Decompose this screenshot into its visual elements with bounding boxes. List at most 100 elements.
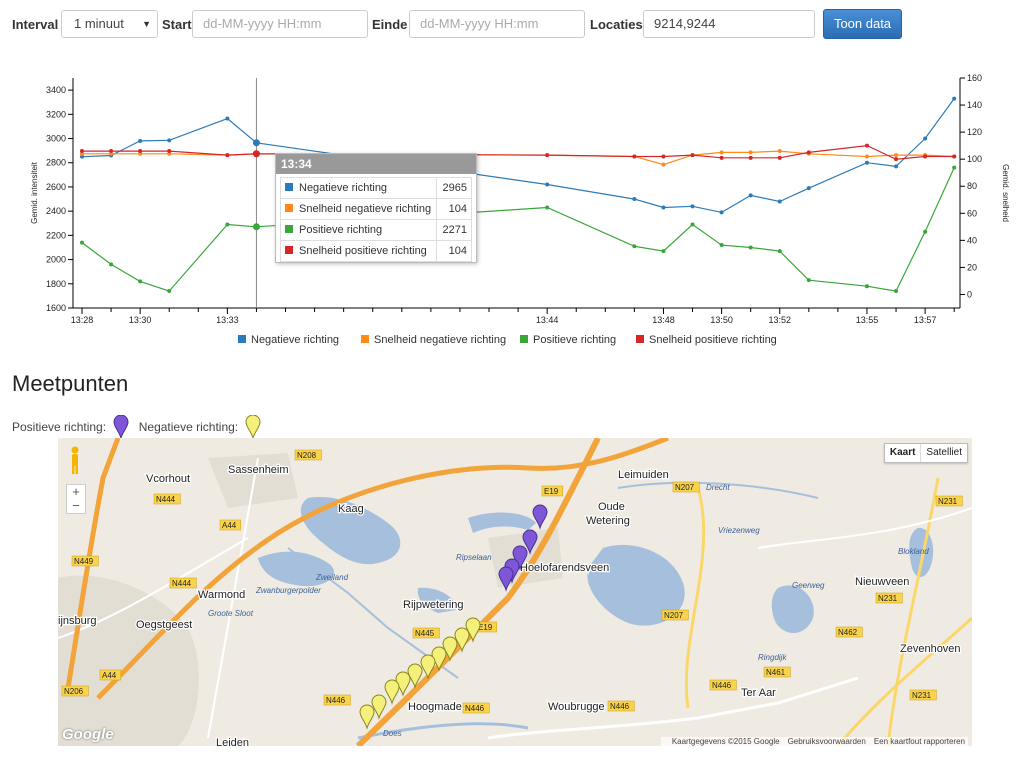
y-tick-label-left: 2400 xyxy=(46,206,66,216)
filter-form: Interval 1 minuut ▼ Start dd-MM-yyyy HH:… xyxy=(0,0,1024,46)
purple-pin-icon[interactable] xyxy=(532,504,548,530)
data-point xyxy=(632,154,637,159)
road-label: A44 xyxy=(222,521,237,530)
road-label: N207 xyxy=(664,611,684,620)
data-point xyxy=(719,243,724,248)
map-minor-label: Does xyxy=(383,729,402,738)
y-tick-label-right: 20 xyxy=(967,262,977,272)
y-tick-label-left: 3200 xyxy=(46,109,66,119)
map-type-kaart-button[interactable]: Kaart xyxy=(885,444,922,462)
road-label: N461 xyxy=(766,668,786,677)
road-shield xyxy=(909,689,937,701)
data-point xyxy=(952,96,957,101)
tooltip-row-value: 2965 xyxy=(436,177,472,199)
purple-pin-icon[interactable] xyxy=(522,529,538,555)
legend-item-positieve[interactable]: Positieve richting xyxy=(520,334,616,346)
negative-legend-label: Negatieve richting: xyxy=(138,420,239,434)
legend-label: Snelheid negatieve richting xyxy=(374,334,507,346)
map-view[interactable]: Vcorhout Sassenheim Leimuiden Oude Wetering K… xyxy=(58,438,972,746)
yellow-pin-icon[interactable] xyxy=(371,694,387,720)
yellow-pin-icon[interactable] xyxy=(407,663,423,689)
attribution-text: Kaartgegevens ©2015 Google xyxy=(671,737,780,746)
road-label: N444 xyxy=(156,495,176,504)
tooltip-time: 13:34 xyxy=(276,154,476,174)
data-point xyxy=(952,154,957,159)
chart-legend: Negatieve richting Snelheid negatieve ri… xyxy=(0,334,1024,350)
legend-item-snelheid-positieve[interactable]: Snelheid positieve richting xyxy=(636,334,777,346)
caret-down-icon: ▼ xyxy=(142,19,151,29)
data-point xyxy=(894,164,899,169)
road-label: N444 xyxy=(172,579,192,588)
zoom-out-button[interactable]: − xyxy=(72,498,80,513)
data-point xyxy=(748,150,753,155)
map-type-control: Kaart Satelliet xyxy=(883,443,968,463)
legend-swatch-icon xyxy=(520,335,528,343)
road-shield xyxy=(672,481,700,493)
zoom-in-button[interactable]: + xyxy=(72,484,80,499)
series-line-1 xyxy=(82,150,955,166)
yellow-pin-icon[interactable] xyxy=(359,704,375,730)
yellow-pin-icon[interactable] xyxy=(454,627,470,653)
map-minor-label: Zweiland xyxy=(315,573,349,582)
data-point xyxy=(894,289,899,294)
y-axis-label-right: Gemid. snelheid xyxy=(1001,164,1010,222)
map-canvas[interactable]: Vcorhout Sassenheim Leimuiden Oude Wetering K… xyxy=(58,438,972,746)
zoom-control: + − xyxy=(66,484,86,514)
data-point xyxy=(632,197,637,202)
map-type-satelliet-button[interactable]: Satelliet xyxy=(926,447,962,458)
terms-link[interactable]: Gebruiksvoorwaarden xyxy=(787,737,866,746)
road-label: N446 xyxy=(465,704,485,713)
data-point xyxy=(167,289,172,294)
data-point xyxy=(225,116,230,121)
data-point xyxy=(923,136,928,141)
legend-swatch-icon xyxy=(285,183,293,191)
map-place-label: ijnsburg xyxy=(58,615,97,627)
data-point xyxy=(138,279,143,284)
tooltip-row-label: Positieve richting xyxy=(299,224,383,236)
interval-select[interactable]: 1 minuut ▼ xyxy=(61,10,158,38)
yellow-pin-icon[interactable] xyxy=(384,679,400,705)
map-minor-label: Drecht xyxy=(706,483,730,492)
tooltip-row-value: 104 xyxy=(436,198,472,220)
map-place-label: Hoogmade xyxy=(408,701,462,713)
road-shield xyxy=(219,519,242,531)
x-tick-label: 13:48 xyxy=(652,315,675,325)
legend-item-negatieve[interactable]: Negatieve richting xyxy=(238,334,339,346)
yellow-pin-icon[interactable] xyxy=(420,654,436,680)
road-shield xyxy=(875,592,903,604)
data-point xyxy=(719,210,724,215)
road-label: N446 xyxy=(610,702,630,711)
legend-label: Negatieve richting xyxy=(251,334,340,346)
y-tick-label-right: 40 xyxy=(967,235,977,245)
y-tick-label-left: 2200 xyxy=(46,230,66,240)
legend-item-snelheid-negatieve[interactable]: Snelheid negatieve richting xyxy=(361,334,506,346)
data-point xyxy=(864,143,869,148)
tooltip-row: Snelheid positieve richting 104 xyxy=(280,240,472,262)
map-place-label: Leimuiden xyxy=(618,469,669,481)
legend-swatch-icon xyxy=(238,335,246,343)
purple-pin-icon xyxy=(113,414,129,440)
report-error-link[interactable]: Een kaartfout rapporteren xyxy=(873,737,965,746)
road-shield xyxy=(462,702,490,714)
map-attribution: Kaartgegevens ©2015 Google Gebruiksvoorwa… xyxy=(660,737,968,746)
x-tick-label: 13:30 xyxy=(129,315,152,325)
map-place-label: Wetering xyxy=(586,515,630,527)
einde-input[interactable]: dd-MM-yyyy HH:mm xyxy=(409,10,585,38)
start-input[interactable]: dd-MM-yyyy HH:mm xyxy=(192,10,368,38)
google-logo[interactable]: Google xyxy=(62,726,114,743)
locaties-input[interactable]: 9214,9244 xyxy=(643,10,815,38)
data-point xyxy=(109,149,114,154)
road-shield xyxy=(709,679,737,691)
toon-data-button[interactable]: Toon data xyxy=(823,9,902,39)
y-tick-label-left: 3000 xyxy=(46,134,66,144)
data-point xyxy=(661,249,666,254)
pegman-icon[interactable] xyxy=(69,446,81,476)
tooltip-row-value: 2271 xyxy=(436,219,472,241)
y-tick-label-right: 0 xyxy=(967,289,972,299)
tooltip-row-label: Snelheid negatieve richting xyxy=(299,203,432,215)
road-shield xyxy=(412,627,440,639)
purple-pin-icon[interactable] xyxy=(498,566,514,592)
map-place-label: Vcorhout xyxy=(146,473,190,485)
data-point xyxy=(109,262,114,267)
y-tick-label-right: 100 xyxy=(967,154,982,164)
